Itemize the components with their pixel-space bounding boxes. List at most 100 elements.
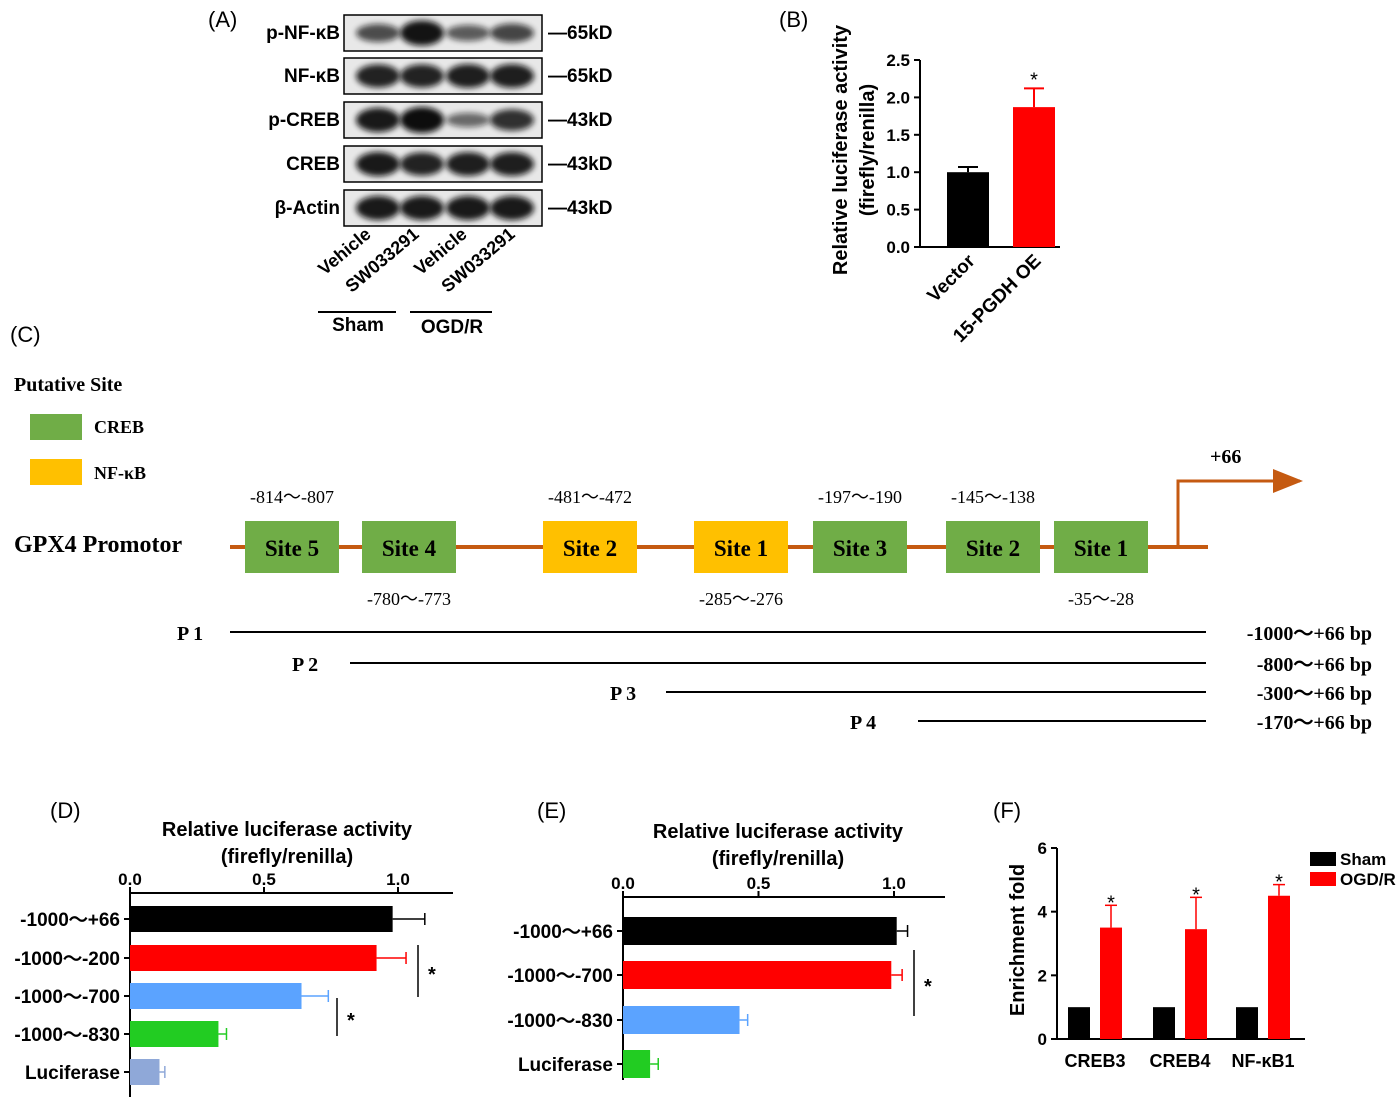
panel-label-a: (A): [208, 7, 237, 32]
bar: [130, 983, 302, 1009]
panel-label-c: (C): [10, 322, 41, 347]
site-label: Site 5: [265, 536, 319, 561]
bar: [1153, 1007, 1175, 1039]
legend-swatch-creb: [30, 414, 82, 440]
chart-title-units: (firefly/renilla): [221, 846, 353, 868]
bar: [623, 1006, 740, 1034]
tss-arrow: [1176, 469, 1303, 547]
site-range-label: -285～-276: [699, 589, 783, 609]
blot-band: [400, 152, 444, 176]
panel-c: (C) Putative Site CREB NF-κB GPX4 Promot…: [10, 322, 1372, 734]
panel-label-d: (D): [50, 798, 81, 823]
site-range-label: -145～-138: [951, 487, 1035, 507]
x-tick-label: Vector: [924, 250, 980, 306]
bar: [623, 917, 897, 945]
bar: [1185, 929, 1207, 1039]
panel-label-e: (E): [537, 798, 566, 823]
legend-swatch: [1310, 852, 1336, 866]
site-box-creb: [813, 521, 907, 573]
significance-marker: *: [1030, 69, 1038, 91]
blot-band: [400, 20, 444, 46]
y-tick-label: -1000～-200: [14, 949, 120, 970]
y-tick-label: 0: [1038, 1030, 1047, 1049]
panel-label-f: (F): [993, 798, 1021, 823]
construct-name: P 1: [177, 623, 203, 645]
blot-size-label: —43kD: [548, 110, 612, 131]
chart-title: Relative luciferase activity: [653, 821, 904, 843]
bar: [130, 1059, 160, 1085]
bar: [130, 906, 393, 932]
blot-protein-label: p-CREB: [268, 110, 340, 131]
y-tick-label: 2.0: [886, 88, 910, 107]
construct-name: P 4: [850, 712, 876, 734]
legend-title: Putative Site: [14, 374, 122, 396]
blot-protein-label: NF-κB: [284, 66, 340, 87]
blot-band: [356, 64, 400, 88]
bar: [1013, 107, 1055, 248]
legend-swatch-nfkb: [30, 459, 82, 485]
blot-band: [400, 107, 444, 133]
y-tick-label: Luciferase: [518, 1055, 613, 1076]
blot-band: [490, 23, 534, 43]
significance-marker: *: [1275, 872, 1283, 894]
x-tick-label: 0.5: [747, 874, 771, 893]
panel-f: (F) 0 2 4 6 Enrichment fold * * * CREB3 CREB4 NF-κ…: [993, 798, 1396, 1071]
construct-range: -800～+66 bp: [1257, 654, 1372, 676]
site-label: Site 2: [563, 536, 617, 561]
legend-label: OGD/R: [1340, 870, 1396, 889]
site-label: Site 3: [833, 536, 887, 561]
y-axis-label: Relative luciferase activity: [830, 24, 852, 275]
construct-name: P 3: [610, 683, 636, 705]
blot-protein-label: β-Actin: [275, 198, 340, 219]
blot-band: [490, 152, 534, 176]
site-box-creb: [245, 521, 339, 573]
y-tick-label: 0.0: [886, 238, 910, 257]
site-label: Site 2: [966, 536, 1020, 561]
legend-label-creb: CREB: [94, 417, 144, 437]
y-tick-label: -1000～-830: [507, 1011, 613, 1032]
y-tick-label: 4: [1038, 903, 1048, 922]
site-box-creb: [1054, 521, 1148, 573]
bar: [1268, 895, 1290, 1039]
tss-label: +66: [1210, 446, 1241, 468]
blot-band: [490, 195, 534, 221]
blot-protein-label: p-NF-κB: [266, 23, 340, 44]
x-tick-label: 1.0: [386, 870, 410, 889]
site-box-creb: [362, 521, 456, 573]
y-tick-label: 6: [1038, 839, 1047, 858]
construct-range: -1000～+66 bp: [1247, 623, 1372, 645]
significance-marker: *: [1192, 884, 1200, 906]
x-tick-label: CREB4: [1149, 1051, 1210, 1071]
blot-protein-label: CREB: [286, 154, 340, 175]
panel-label-b: (B): [779, 7, 808, 32]
blot-band: [446, 195, 490, 221]
y-tick-label: -1000～+66: [513, 922, 613, 943]
blot-band: [400, 195, 444, 221]
y-tick-label: 2: [1038, 966, 1047, 985]
x-tick-label: 0.5: [252, 870, 276, 889]
significance-marker: *: [347, 1010, 355, 1032]
blot-band: [490, 64, 534, 88]
x-tick-label: NF-κB1: [1231, 1051, 1294, 1071]
blot-band: [446, 24, 490, 42]
x-tick-label: 0.0: [118, 870, 142, 889]
y-tick-label: Luciferase: [25, 1063, 120, 1084]
blot-band: [356, 195, 400, 221]
blot-band: [446, 152, 490, 176]
promoter-name: GPX4 Promotor: [14, 532, 183, 558]
legend-label: Sham: [1340, 850, 1386, 869]
group-label-sham: Sham: [332, 315, 384, 336]
site-label: Site 1: [714, 536, 768, 561]
site-range-label: -481～-472: [548, 487, 632, 507]
bar: [1100, 927, 1122, 1039]
blot-band: [400, 64, 444, 88]
site-label: Site 4: [382, 536, 437, 561]
y-tick-label: 1.5: [886, 126, 910, 145]
site-range-label: -780～-773: [367, 589, 451, 609]
bar: [947, 172, 989, 247]
y-tick-label: -1000～-700: [14, 987, 120, 1008]
site-box-creb: [946, 521, 1040, 573]
y-tick-label: -1000～-830: [14, 1025, 120, 1046]
blot-size-label: —43kD: [548, 198, 612, 219]
